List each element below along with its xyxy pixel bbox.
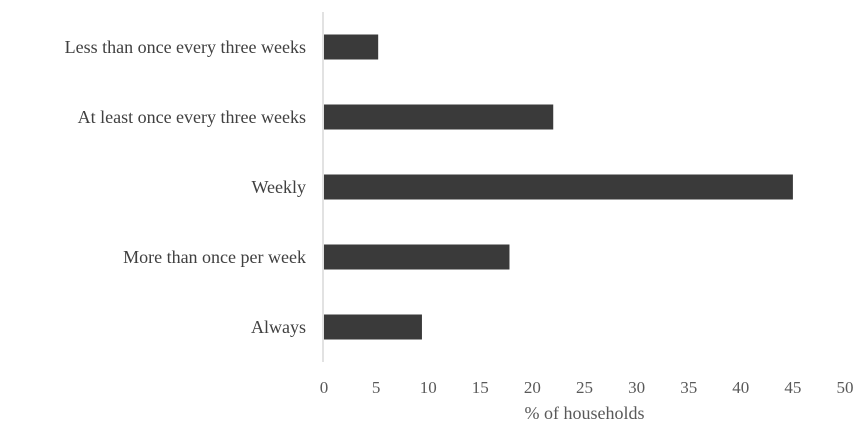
x-tick-label-8: 40 [732,378,749,397]
x-tick-label-0: 0 [320,378,329,397]
x-tick-label-4: 20 [524,378,541,397]
category-label-3: More than once per week [123,247,306,267]
bar-1 [324,104,554,130]
x-tick-label-7: 35 [680,378,697,397]
x-tick-label-3: 15 [472,378,489,397]
x-tick-label-1: 5 [372,378,381,397]
bar-4 [324,314,422,340]
x-axis-title: % of households [525,403,645,423]
bar-0 [324,34,379,60]
x-tick-label-6: 30 [628,378,645,397]
category-label-4: Always [251,317,306,337]
category-labels: Less than once every three weeks At least… [65,37,306,337]
bar-2 [324,174,793,200]
x-tick-label-5: 25 [576,378,593,397]
bars [324,34,793,340]
category-label-1: At least once every three weeks [78,107,306,127]
bar-3 [324,244,510,270]
x-tick-label-9: 45 [784,378,801,397]
category-label-2: Weekly [251,177,306,197]
x-tick-labels: 0 5 10 15 20 25 30 35 40 45 50 [320,378,854,397]
x-tick-label-2: 10 [420,378,437,397]
category-label-0: Less than once every three weeks [65,37,306,57]
x-tick-label-10: 50 [837,378,854,397]
